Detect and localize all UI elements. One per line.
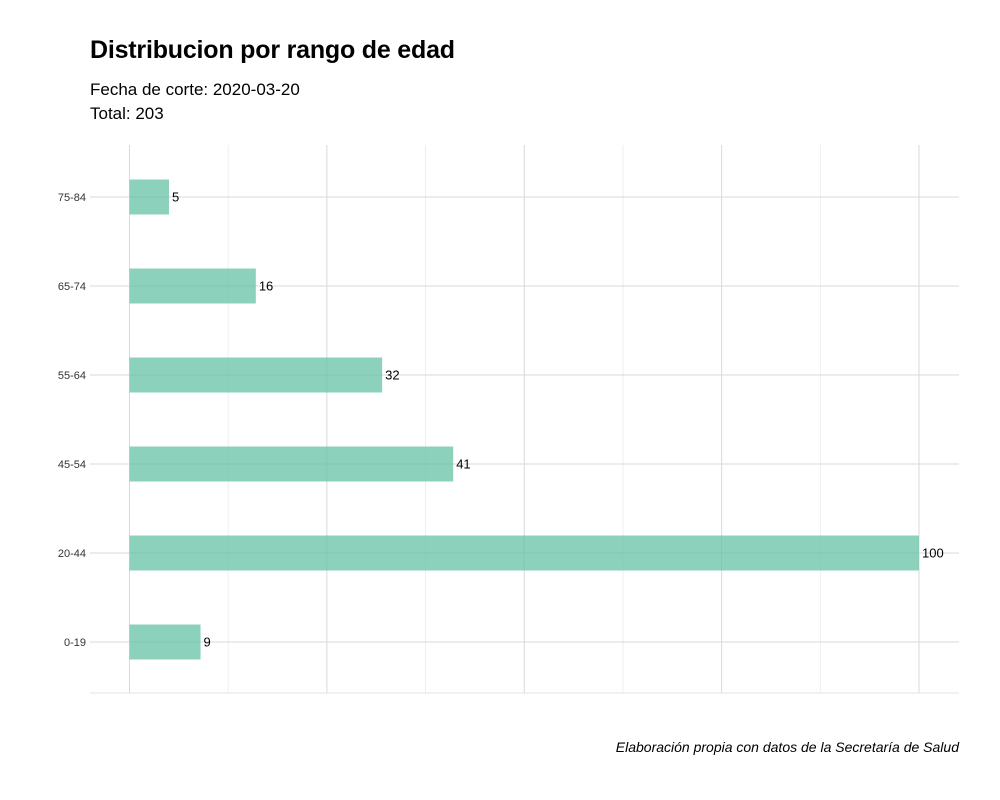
y-tick-label-55-64: 55-64 xyxy=(58,370,86,382)
data-label-20-44: 100 xyxy=(922,546,944,561)
data-label-55-64: 32 xyxy=(385,368,399,383)
chart-title: Distribucion por rango de edad xyxy=(90,36,455,64)
y-tick-label-20-44: 20-44 xyxy=(58,548,86,560)
bar-20-44 xyxy=(129,535,919,571)
data-label-75-84: 5 xyxy=(172,190,179,205)
y-tick-label-45-54: 45-54 xyxy=(58,459,86,471)
y-tick-label-75-84: 75-84 xyxy=(58,192,86,204)
subtitle-date: Fecha de corte: 2020-03-20 xyxy=(90,80,300,99)
grid-lines xyxy=(90,145,959,694)
bar-55-64 xyxy=(129,357,383,393)
chart-caption: Elaboración propia con datos de la Secre… xyxy=(615,739,959,755)
data-label-0-19: 9 xyxy=(204,635,211,650)
bars xyxy=(129,179,919,660)
bar-65-74 xyxy=(129,268,256,304)
data-label-65-74: 16 xyxy=(259,279,273,294)
y-tick-label-65-74: 65-74 xyxy=(58,281,86,293)
bar-45-54 xyxy=(129,446,454,482)
data-label-45-54: 41 xyxy=(456,457,470,472)
chart-subtitle: Fecha de corte: 2020-03-20 Total: 203 xyxy=(90,78,300,126)
labels: 9 0-19 100 20-44 41 45-54 32 55-64 16 65-74 5 75-84 xyxy=(58,190,944,650)
subtitle-total: Total: 203 xyxy=(90,104,164,123)
bar-0-19 xyxy=(129,624,201,660)
y-tick-label-0-19: 0-19 xyxy=(64,637,86,649)
bar-75-84 xyxy=(129,179,169,215)
